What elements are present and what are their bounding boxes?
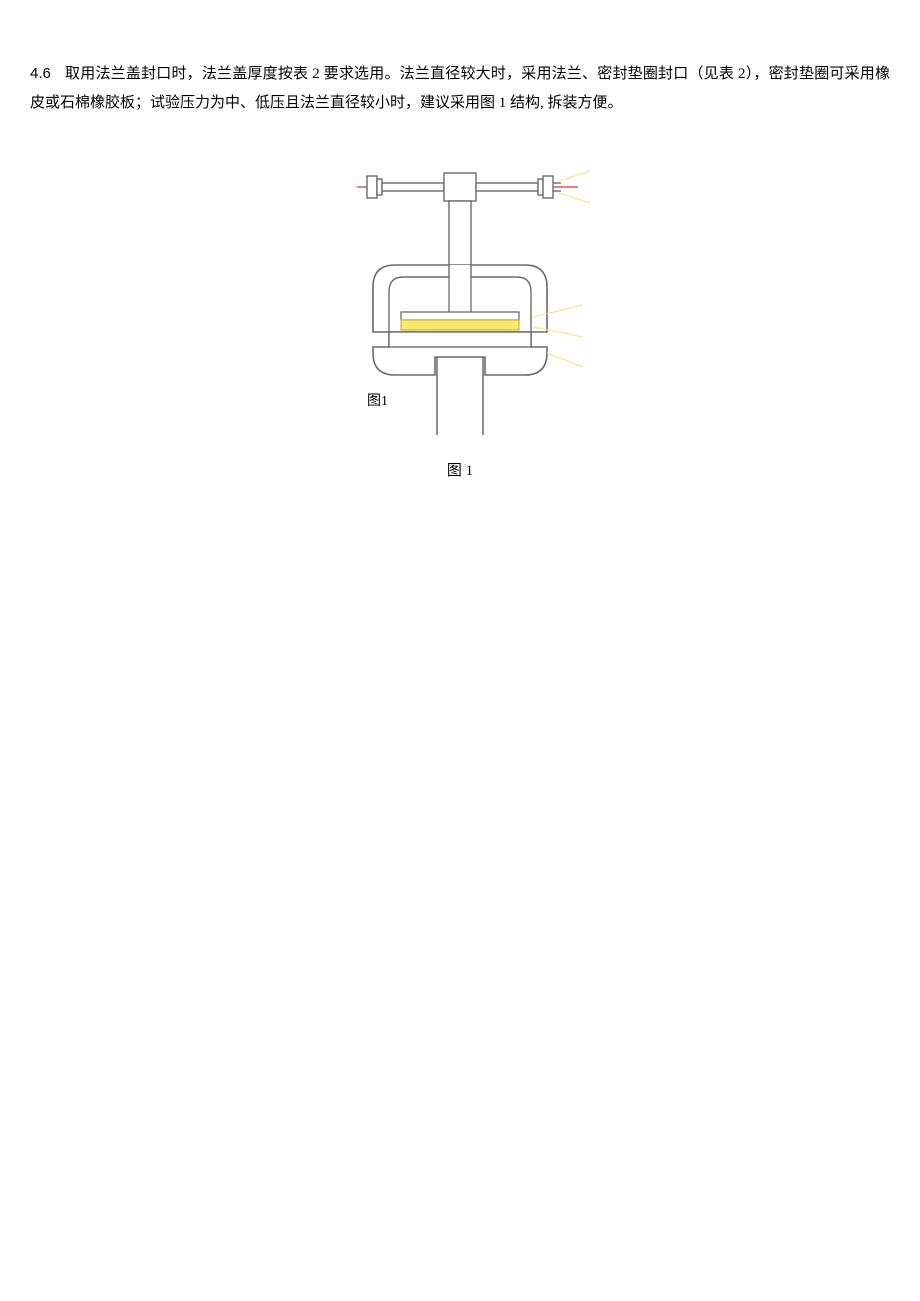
bolt-left-washer — [377, 179, 382, 195]
lead-line-top-2 — [559, 193, 590, 203]
flange-plate — [389, 332, 531, 347]
figure-svg: 图1 — [325, 157, 595, 437]
figure-container: 图1 图 1 — [30, 157, 890, 480]
stem-mask — [449, 265, 471, 278]
bolt-right-nut — [543, 176, 553, 198]
section-number: 4.6 — [30, 65, 51, 82]
gasket — [401, 320, 519, 330]
stem — [449, 201, 471, 267]
lead-line-top-1 — [559, 171, 590, 181]
bolt-center-block — [444, 173, 476, 201]
bolt-shaft-right — [476, 183, 538, 191]
figure-caption: 图 1 — [447, 459, 473, 480]
bolt-left-nut — [367, 176, 377, 198]
lead-line-low — [547, 353, 583, 367]
section-text: 取用法兰盖封口时，法兰盖厚度按表 2 要求选用。法兰直径较大时，采用法兰、密封垫… — [30, 66, 890, 111]
bolt-shaft-left — [382, 183, 444, 191]
bolt-right-washer — [538, 179, 543, 195]
presser-plate — [401, 312, 519, 320]
figure-inline-label: 图1 — [367, 394, 388, 409]
section-paragraph: 4.6取用法兰盖封口时，法兰盖厚度按表 2 要求选用。法兰直径较大时，采用法兰、… — [30, 60, 890, 117]
